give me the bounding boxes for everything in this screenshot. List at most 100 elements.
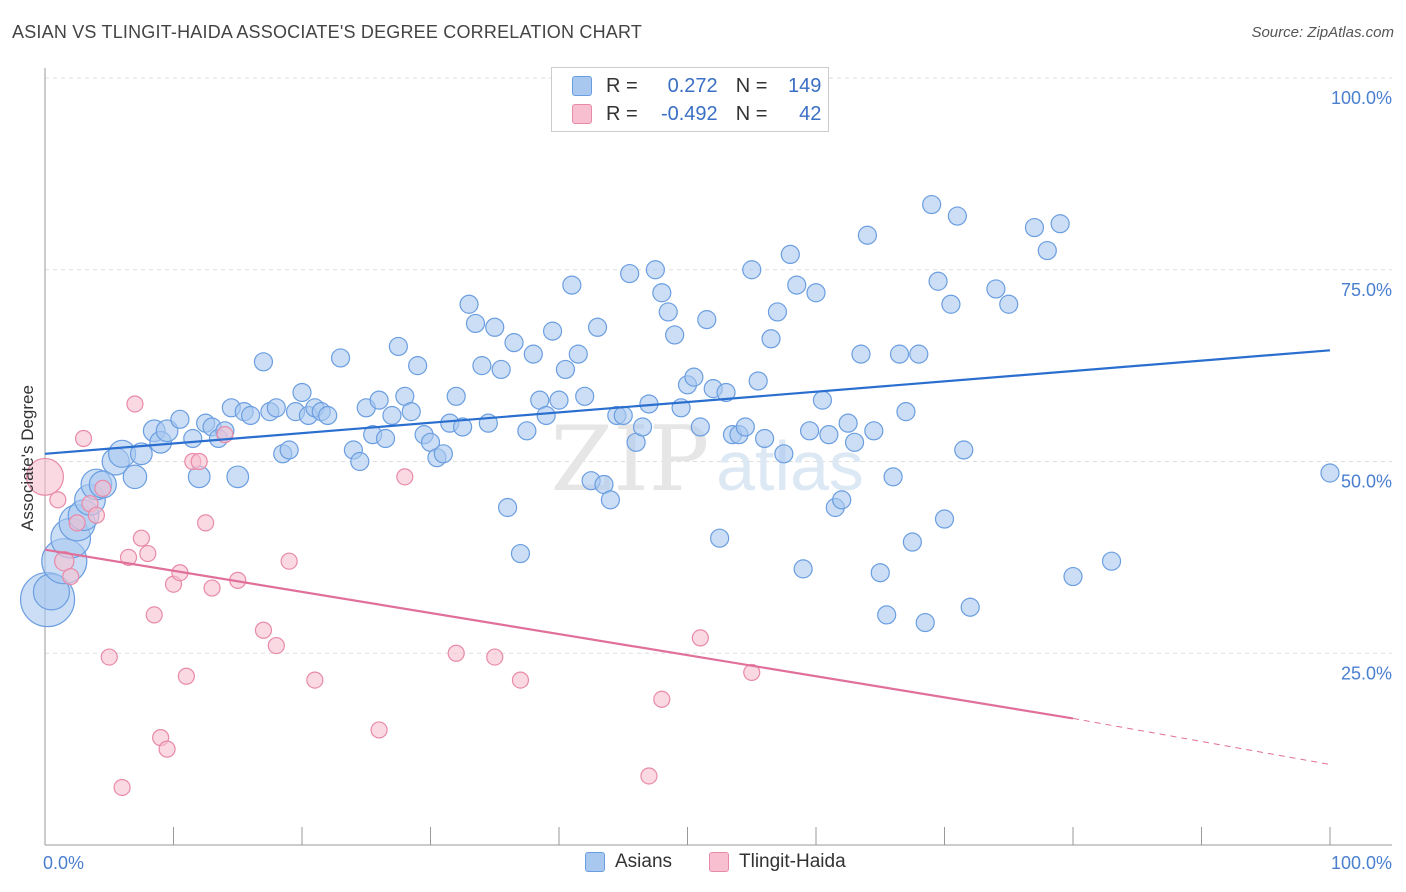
- y-tick-label: 100.0%: [1331, 88, 1392, 108]
- x-tick-label-min: 0.0%: [43, 853, 84, 873]
- asian-trend-line: [44, 349, 1331, 455]
- asian-point: [555, 359, 576, 380]
- asian-point: [510, 543, 531, 564]
- asian-point: [819, 425, 839, 445]
- asian-point: [780, 244, 800, 265]
- tlingit-point: [87, 506, 106, 524]
- tlingit-point: [132, 529, 150, 547]
- asian-point: [832, 490, 852, 510]
- legend-tlingit-label: Tlingit-Haida: [739, 851, 846, 872]
- asian-point: [1320, 463, 1340, 483]
- asian-point: [446, 386, 466, 406]
- watermark-zip: ZIP: [551, 407, 710, 512]
- asian-point: [292, 382, 312, 403]
- tlingit-point: [94, 479, 112, 497]
- asian-point: [710, 528, 730, 548]
- axes: [44, 68, 1392, 846]
- asian-point: [857, 225, 878, 245]
- asian-point: [838, 413, 858, 433]
- r-label: R =: [606, 102, 638, 125]
- asian-point: [459, 294, 479, 314]
- y-tick-label: 25.0%: [1341, 663, 1392, 683]
- asian-point: [742, 260, 762, 280]
- tlingit-point: [640, 767, 658, 785]
- asian-point: [587, 317, 608, 337]
- asian-point: [549, 390, 569, 410]
- tlingit-point: [691, 629, 709, 647]
- legend-item-tlingit[interactable]: Tlingit-Haida: [709, 851, 846, 873]
- asians-swatch-icon: [585, 852, 605, 872]
- tlingit-point: [306, 671, 324, 689]
- tlingit-swatch-icon: [709, 852, 729, 872]
- tlingit-point: [267, 636, 285, 655]
- source-label: Source: ZipAtlas.com: [1251, 24, 1394, 41]
- asian-point: [375, 428, 396, 449]
- asian-point: [934, 509, 955, 529]
- asian-point: [761, 329, 781, 349]
- asian-point: [1101, 551, 1122, 571]
- asian-point: [864, 421, 884, 441]
- asian-point: [877, 605, 897, 625]
- asian-point: [122, 464, 148, 490]
- chart-title: ASIAN VS TLINGIT-HAIDA ASSOCIATE'S DEGRE…: [12, 22, 643, 42]
- asian-point: [748, 371, 768, 391]
- asian-point: [941, 294, 961, 314]
- asian-point: [851, 344, 871, 364]
- asian-point: [658, 302, 678, 322]
- asian-point: [947, 206, 967, 226]
- tlingit-trend-extension: [1072, 717, 1331, 765]
- asian-point: [504, 333, 524, 353]
- asian-point: [613, 405, 633, 426]
- asian-point: [562, 275, 582, 295]
- asian-point: [491, 359, 511, 380]
- tlingit-point: [113, 778, 131, 797]
- asian-point: [735, 417, 755, 437]
- legend-row-asians: R = 0.272 N = 149: [572, 73, 821, 99]
- asian-point: [408, 356, 428, 376]
- tlingit-point: [396, 468, 414, 486]
- trend-lines: [44, 349, 1331, 765]
- asian-point: [690, 417, 710, 437]
- tlingit-point: [197, 514, 215, 532]
- asian-point: [986, 279, 1006, 299]
- asian-point: [632, 417, 653, 437]
- n-value: 42: [799, 102, 822, 125]
- asian-point: [600, 490, 621, 510]
- tlingit-point: [203, 579, 221, 597]
- asian-point: [382, 405, 402, 426]
- asian-point: [433, 444, 453, 464]
- legend-item-asians[interactable]: Asians: [585, 851, 672, 873]
- asian-point: [388, 336, 408, 357]
- tlingit-point: [26, 457, 64, 496]
- n-label: N =: [735, 74, 768, 97]
- asian-point: [922, 194, 942, 215]
- tlingit-point: [158, 740, 176, 758]
- stats-legend: R = 0.272 N = 149 R = -0.492 N = 42: [551, 67, 829, 132]
- asian-point: [1063, 566, 1083, 587]
- tlingit-point: [743, 663, 761, 682]
- asian-point: [253, 352, 274, 372]
- asian-point: [472, 356, 492, 376]
- asian-point: [129, 442, 153, 466]
- asian-point: [812, 390, 833, 410]
- tlingit-trend-line: [44, 548, 1074, 720]
- asian-point: [523, 344, 543, 364]
- asian-point: [806, 283, 826, 303]
- tick-labels: 100.0% 75.0% 50.0% 25.0% 0.0% 100.0%: [43, 88, 1392, 873]
- asian-point: [844, 432, 865, 452]
- asian-point: [350, 451, 370, 472]
- asian-point: [902, 532, 922, 552]
- asian-point: [999, 294, 1019, 314]
- asian-point: [542, 321, 563, 341]
- asian-point: [241, 405, 261, 426]
- asian-point: [787, 275, 807, 295]
- r-label: R =: [606, 74, 638, 97]
- asian-point: [369, 390, 389, 410]
- tlingit-point: [145, 606, 163, 624]
- asian-point: [485, 317, 505, 337]
- tlingit-point: [653, 690, 671, 708]
- gridlines: [45, 77, 1392, 654]
- asian-point: [330, 348, 351, 368]
- n-label: N =: [735, 102, 768, 125]
